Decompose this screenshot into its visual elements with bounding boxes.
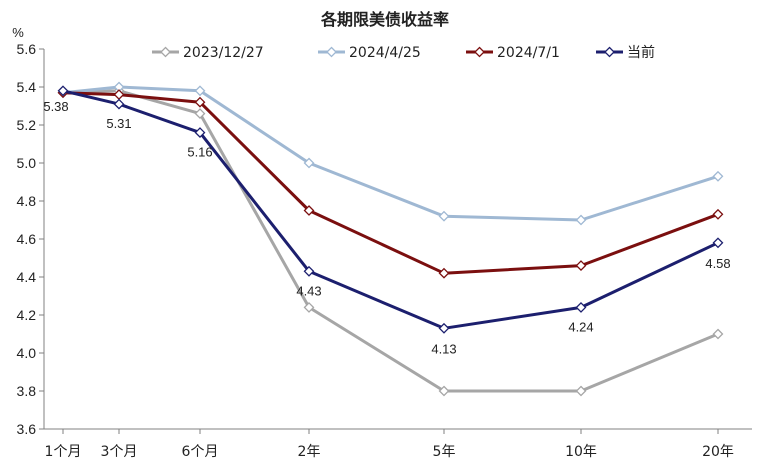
legend: 2023/12/27 2024/4/25 2024/7/1 当前 [152, 44, 655, 61]
data-point [712, 208, 724, 220]
series-line [62, 89, 719, 393]
legend-label: 2023/12/27 [183, 45, 264, 61]
data-point [438, 267, 450, 279]
data-point [575, 214, 587, 226]
data-point [575, 260, 587, 272]
legend-marker [326, 46, 337, 58]
y-tick-label: 5.0 [17, 155, 37, 171]
data-point [438, 322, 450, 334]
x-tick-label: 6个月 [182, 444, 219, 460]
data-label: 5.31 [106, 116, 131, 131]
x-tick-label: 3个月 [101, 444, 138, 460]
y-tick-label: 4.4 [17, 269, 37, 285]
y-tick-label: 5.6 [17, 41, 37, 57]
legend-item-3: 当前 [596, 44, 655, 61]
legend-label: 当前 [627, 44, 655, 61]
legend-item-0: 2023/12/27 [152, 45, 264, 61]
y-tick-label: 5.2 [17, 117, 37, 133]
y-tick-label: 4.8 [17, 193, 37, 209]
y-axis-unit: % [12, 25, 24, 40]
data-label: 4.43 [296, 283, 321, 298]
y-tick-label: 5.4 [17, 79, 37, 95]
chart-title: 各期限美债收益率 [320, 10, 449, 29]
legend-marker [474, 46, 485, 58]
legend-marker [160, 46, 171, 58]
legend-item-1: 2024/4/25 [318, 45, 421, 61]
x-tick-label: 20年 [702, 444, 734, 460]
data-point [194, 96, 206, 108]
series-0 [57, 85, 724, 397]
y-tick-label: 3.8 [17, 383, 37, 399]
data-point [712, 237, 724, 249]
y-tick-label: 4.0 [17, 345, 37, 361]
data-label: 5.16 [187, 145, 212, 160]
data-point [712, 170, 724, 182]
x-tick-label: 10年 [565, 444, 597, 460]
series-line [62, 85, 719, 222]
y-tick-label: 4.6 [17, 231, 37, 247]
legend-marker [604, 46, 615, 58]
data-point [303, 301, 315, 313]
data-point [712, 328, 724, 340]
data-point [303, 157, 315, 169]
data-point [303, 265, 315, 277]
data-point [113, 98, 125, 110]
series-3 [57, 85, 724, 334]
data-point [303, 205, 315, 216]
legend-label: 2024/7/1 [497, 45, 560, 61]
series-1 [57, 81, 724, 226]
data-label: 4.13 [431, 341, 456, 356]
series-group [57, 81, 724, 397]
data-point [194, 85, 206, 97]
data-point [194, 108, 206, 120]
legend-label: 2024/4/25 [349, 45, 421, 61]
data-point [438, 385, 450, 397]
legend-item-2: 2024/7/1 [466, 45, 560, 61]
data-point [194, 127, 206, 139]
y-tick-label: 3.6 [17, 421, 37, 437]
data-point [575, 385, 587, 397]
data-labels: 5.38 5.31 5.16 4.43 4.13 4.24 4.58 [43, 99, 730, 356]
data-label: 4.58 [705, 256, 730, 271]
y-tick-label: 4.2 [17, 307, 37, 323]
data-label: 4.24 [568, 319, 593, 334]
data-point [57, 85, 69, 97]
series-line [62, 89, 719, 330]
data-point [575, 301, 587, 313]
x-tick-label: 1个月 [45, 444, 82, 460]
x-tick-label: 2年 [298, 444, 321, 460]
x-tick-label: 5年 [433, 444, 456, 460]
data-point [438, 210, 450, 222]
axes: 3.6 3.8 4.0 4.2 4.4 4.6 4.8 5.0 5.2 5.4 5.6 1个月 3个月 6… [17, 41, 752, 460]
data-label: 5.38 [43, 99, 68, 114]
